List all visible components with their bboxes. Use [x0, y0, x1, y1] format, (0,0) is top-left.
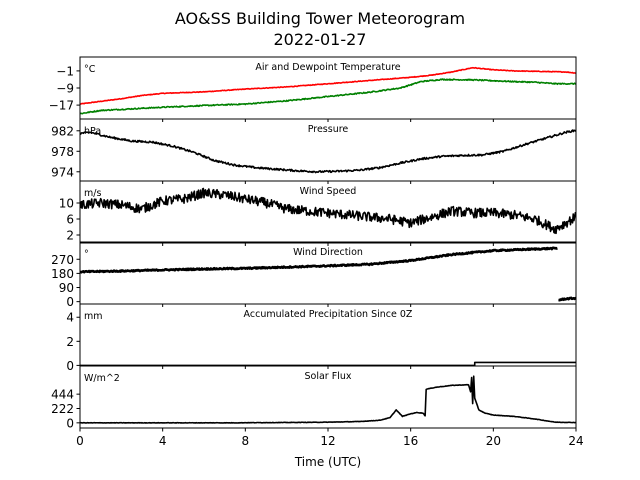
x-tick-label-1: 0 [76, 434, 84, 448]
panel-2-title: Pressure [308, 124, 349, 135]
panel-3-unit: m/s [84, 188, 101, 199]
panel-1-ytick-label-2: −9 [56, 82, 74, 96]
chart-title: AO&SS Building Tower Meteorogram [175, 9, 465, 28]
panel-4-unit: ° [84, 249, 89, 260]
panel-3-ytick-label-2: 6 [66, 213, 74, 227]
panel-4-ytick-label-3: 180 [51, 267, 74, 281]
panel-2: 974 978 982 hPa Pressure [51, 118, 577, 182]
panel-4-series-2 [557, 296, 576, 302]
panel-1-series-1 [80, 66, 576, 105]
panel-4-ytick-label-4: 270 [51, 253, 74, 267]
panel-6-ytick-label-1: 0 [66, 416, 74, 430]
panel-4-ytick-label-2: 90 [59, 281, 74, 295]
panel-5-ytick-label-3: 4 [66, 311, 74, 325]
panel-5-ytick-label-1: 0 [66, 359, 74, 373]
x-axis-label: Time (UTC) [294, 455, 361, 469]
panel-6-unit: W/m^2 [84, 373, 120, 384]
panel-6-series-1 [80, 375, 576, 424]
panel-5-series-1 [80, 361, 576, 366]
panel-2-unit: hPa [84, 126, 101, 137]
panel-3-ytick-label-3: 10 [59, 197, 74, 211]
panel-3-ytick-label-1: 2 [66, 229, 74, 243]
panel-5: 0 2 4 mm Accumulated Precipitation Since 0Z [66, 303, 577, 373]
panel-4-series-1 [80, 246, 559, 274]
x-tick-label-2: 4 [159, 434, 167, 448]
panel-5-unit: mm [84, 311, 103, 322]
panel-2-ytick-label-3: 982 [51, 124, 74, 138]
panel-5-title: Accumulated Precipitation Since 0Z [244, 309, 413, 320]
panel-2-series-1 [80, 129, 576, 174]
panels-group: −1 −9 −17 °C Air and Dewpoint Temperature 974… [49, 56, 577, 430]
x-tick-label-4: 12 [320, 434, 335, 448]
x-axis: 0 4 8 12 16 20 24 [76, 119, 584, 448]
panel-1-ytick-label-3: −17 [49, 99, 74, 113]
panel-4-ytick-label-1: 0 [66, 295, 74, 309]
chart-subtitle: 2022-01-27 [274, 30, 367, 49]
panel-4-title: Wind Direction [293, 247, 363, 258]
panel-1: −1 −9 −17 °C Air and Dewpoint Temperature [49, 56, 577, 120]
x-tick-label-7: 24 [568, 434, 583, 448]
panel-1-unit: °C [84, 64, 96, 75]
x-tick-label-5: 16 [403, 434, 418, 448]
panel-6-ytick-label-2: 222 [51, 402, 74, 416]
panel-3: 2 6 10 m/s Wind Speed [59, 180, 577, 244]
panel-3-title: Wind Speed [300, 186, 357, 197]
panel-1-ytick-label-1: −1 [56, 64, 74, 78]
panel-3-series-1 [80, 187, 576, 235]
panel-6-title: Solar Flux [305, 371, 352, 382]
x-tick-label-3: 8 [242, 434, 250, 448]
panel-2-ytick-label-2: 978 [51, 145, 74, 159]
panel-2-ytick-label-1: 974 [51, 165, 74, 179]
panel-5-ytick-label-2: 2 [66, 335, 74, 349]
panel-6-ytick-label-3: 444 [51, 388, 74, 402]
x-tick-label-6: 20 [486, 434, 501, 448]
panel-1-series-2 [80, 78, 576, 115]
panel-1-title: Air and Dewpoint Temperature [255, 62, 400, 73]
